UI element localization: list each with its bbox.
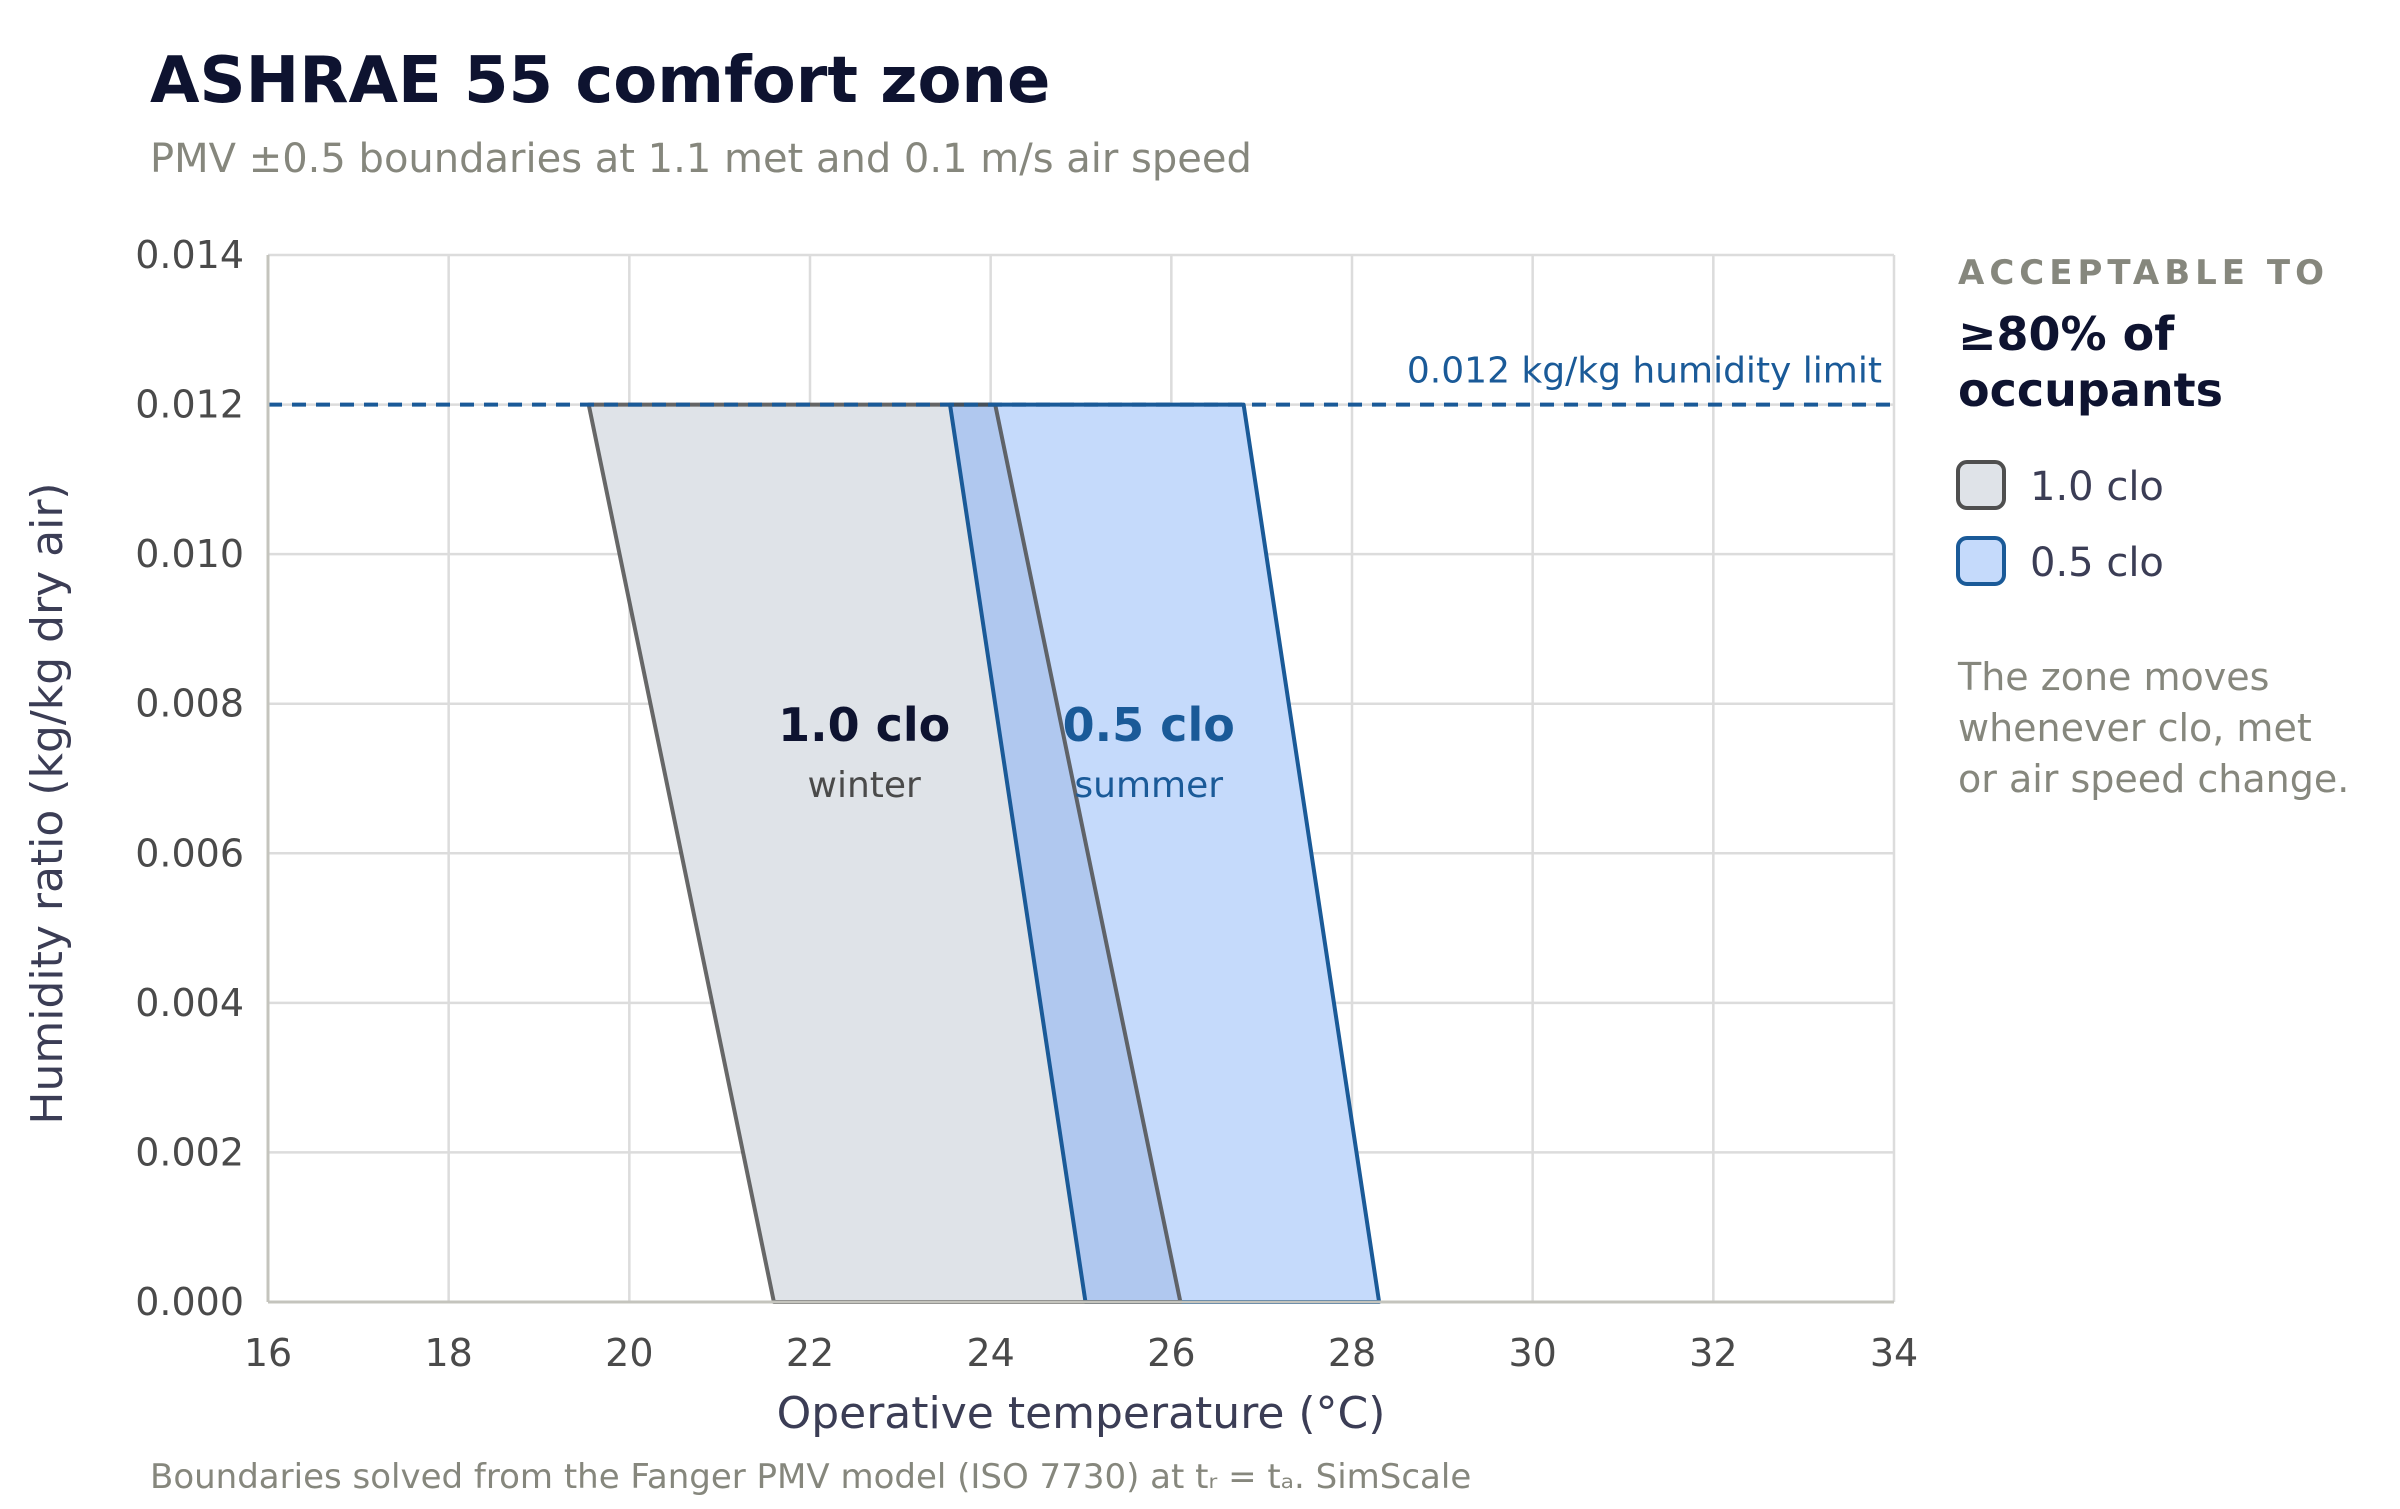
x-tick-label-4: 24 <box>966 1331 1014 1375</box>
x-axis-label: Operative temperature (°C) <box>777 1388 1386 1439</box>
zone-1-0-clo-sublabel: winter <box>808 765 922 806</box>
chart-title: ASHRAE 55 comfort zone <box>150 44 1050 118</box>
x-tick-label-0: 16 <box>244 1331 292 1375</box>
y-tick-label-7: 0.014 <box>135 233 244 277</box>
x-tick-label-5: 26 <box>1147 1331 1195 1375</box>
x-tick-label-1: 18 <box>424 1331 472 1375</box>
legend-note-line-1: The zone moves <box>1957 655 2269 699</box>
y-axis-ticks: 0.000 0.002 0.004 0.006 0.008 0.010 0.012 0.014 <box>135 233 244 1324</box>
y-tick-label-0: 0.000 <box>135 1280 244 1324</box>
legend-note-line-2: whenever clo, met <box>1958 706 2312 750</box>
y-tick-label-4: 0.008 <box>135 682 244 726</box>
chart-caption: Boundaries solved from the Fanger PMV mo… <box>150 1457 1471 1497</box>
chart-subtitle: PMV ±0.5 boundaries at 1.1 met and 0.1 m… <box>150 136 1252 182</box>
legend-entry-0-5-clo: 0.5 clo <box>2030 540 2164 586</box>
legend: ACCEPTABLE TO ≥80% of occupants 1.0 clo … <box>1956 253 2349 801</box>
legend-title-line-1: ≥80% of <box>1958 307 2175 361</box>
legend-swatch-1-0-clo <box>1956 460 2006 510</box>
y-tick-label-5: 0.010 <box>135 532 244 576</box>
y-axis-label: Humidity ratio (kg/kg dry air) <box>22 482 73 1124</box>
zone-0-5-clo-sublabel: summer <box>1074 765 1223 806</box>
y-tick-label-1: 0.002 <box>135 1130 244 1174</box>
x-tick-label-2: 20 <box>605 1331 653 1375</box>
legend-note-line-3: or air speed change. <box>1958 757 2349 801</box>
humidity-limit-label: 0.012 kg/kg humidity limit <box>1407 351 1882 392</box>
x-tick-label-8: 32 <box>1689 1331 1737 1375</box>
legend-swatch-0-5-clo <box>1956 536 2006 586</box>
legend-title-line-2: occupants <box>1958 363 2223 417</box>
legend-heading: ACCEPTABLE TO <box>1958 253 2329 293</box>
x-tick-label-3: 22 <box>786 1331 834 1375</box>
x-tick-label-6: 28 <box>1328 1331 1376 1375</box>
y-tick-label-3: 0.006 <box>135 831 244 875</box>
y-tick-label-6: 0.012 <box>135 383 244 427</box>
x-tick-label-9: 34 <box>1870 1331 1918 1375</box>
zone-1-0-clo-label: 1.0 clo <box>778 698 950 752</box>
plot-area <box>586 402 1382 1304</box>
y-tick-label-2: 0.004 <box>135 981 244 1025</box>
x-axis-ticks: 16 18 20 22 24 26 28 30 32 34 <box>244 1331 1918 1375</box>
zone-0-5-clo-label: 0.5 clo <box>1063 698 1235 752</box>
legend-entry-1-0-clo: 1.0 clo <box>2030 464 2164 510</box>
x-tick-label-7: 30 <box>1508 1331 1556 1375</box>
